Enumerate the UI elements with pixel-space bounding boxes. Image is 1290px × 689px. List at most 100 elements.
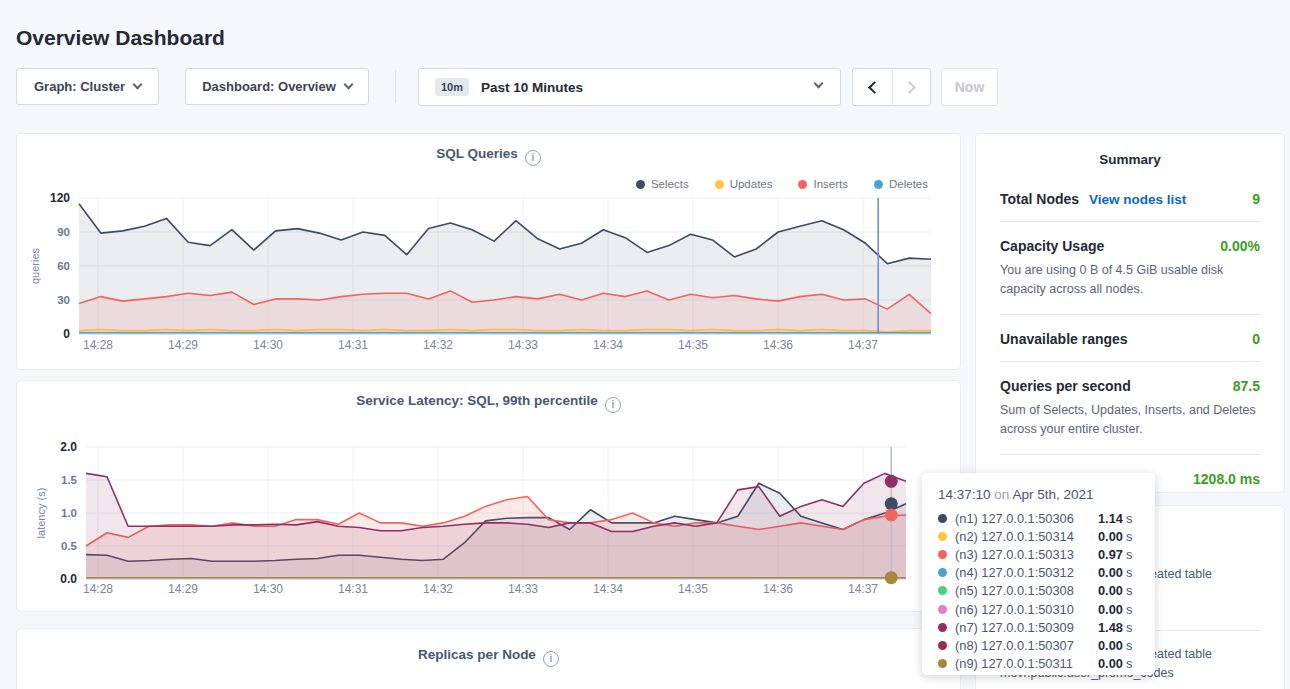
node-color-dot-icon xyxy=(938,659,947,668)
time-range-dropdown[interactable]: 10m Past 10 Minutes xyxy=(418,68,841,106)
summary-row-description: Sum of Selects, Updates, Inserts, and De… xyxy=(1000,401,1260,440)
svg-text:14:35: 14:35 xyxy=(678,582,708,596)
tooltip-node-row: (n9) 127.0.0.1:503110.00s xyxy=(938,655,1141,673)
svg-text:14:29: 14:29 xyxy=(168,582,198,596)
tooltip-node-row: (n1) 127.0.0.1:503061.14s xyxy=(938,509,1141,527)
svg-text:14:36: 14:36 xyxy=(763,338,793,352)
summary-row-label: Unavailable ranges xyxy=(1000,331,1128,347)
svg-text:120: 120 xyxy=(50,191,70,205)
node-latency-value: 0.00 xyxy=(1098,638,1123,653)
sql-queries-chart-plot[interactable]: 030609012014:2814:2914:3014:3114:3214:33… xyxy=(17,134,960,369)
summary-panel: Summary Total Nodes View nodes list 9 Ca… xyxy=(975,133,1285,493)
node-latency-value: 0.00 xyxy=(1098,656,1123,671)
svg-text:0.0: 0.0 xyxy=(60,572,77,586)
time-forward-button[interactable] xyxy=(892,69,931,105)
node-latency-unit: s xyxy=(1126,529,1132,544)
summary-row-value: 0.00% xyxy=(1220,238,1260,254)
node-color-dot-icon xyxy=(938,586,947,595)
summary-row-value: 0 xyxy=(1252,331,1260,347)
svg-text:14:30: 14:30 xyxy=(253,582,283,596)
svg-text:14:28: 14:28 xyxy=(83,338,113,352)
node-address: (n6) 127.0.0.1:50310 xyxy=(955,602,1098,617)
node-address: (n9) 127.0.0.1:50311 xyxy=(955,656,1098,671)
summary-row-total-nodes: Total Nodes View nodes list 9 xyxy=(1000,175,1260,222)
node-latency-unit: s xyxy=(1126,547,1132,562)
page-title: Overview Dashboard xyxy=(16,26,225,50)
info-icon[interactable]: i xyxy=(543,651,559,667)
dashboard-dropdown-label: Dashboard: Overview xyxy=(202,79,336,94)
now-button-label: Now xyxy=(955,79,985,95)
summary-row-description: You are using 0 B of 4.5 GiB usable disk… xyxy=(1000,261,1260,300)
svg-text:2.0: 2.0 xyxy=(60,440,77,454)
now-button[interactable]: Now xyxy=(941,68,998,106)
chevron-left-icon xyxy=(868,81,881,94)
node-color-dot-icon xyxy=(938,568,947,577)
svg-text:1.5: 1.5 xyxy=(61,474,78,486)
node-latency-unit: s xyxy=(1126,511,1132,526)
node-address: (n4) 127.0.0.1:50312 xyxy=(955,565,1098,580)
node-latency-value: 1.14 xyxy=(1098,511,1123,526)
summary-row-queries-per-second: Queries per second 87.5 Sum of Selects, … xyxy=(1000,362,1260,455)
svg-text:90: 90 xyxy=(57,226,70,238)
service-latency-chart-plot[interactable]: 0.00.51.01.52.014:2814:2914:3014:3114:32… xyxy=(17,381,960,611)
tooltip-node-row: (n8) 127.0.0.1:503070.00s xyxy=(938,636,1141,654)
svg-text:14:32: 14:32 xyxy=(423,338,453,352)
summary-row-capacity-usage: Capacity Usage 0.00% You are using 0 B o… xyxy=(1000,222,1260,315)
svg-text:latency (s): latency (s) xyxy=(35,488,47,539)
svg-text:60: 60 xyxy=(57,260,70,272)
svg-text:queries: queries xyxy=(29,247,41,284)
chevron-right-icon xyxy=(903,81,916,94)
svg-text:14:37: 14:37 xyxy=(848,582,878,596)
svg-text:0: 0 xyxy=(63,327,70,341)
graph-dropdown[interactable]: Graph: Cluster xyxy=(16,68,159,105)
svg-text:14:31: 14:31 xyxy=(338,338,368,352)
node-address: (n2) 127.0.0.1:50314 xyxy=(955,529,1098,544)
tooltip-node-row: (n2) 127.0.0.1:503140.00s xyxy=(938,527,1141,545)
view-nodes-list-link[interactable]: View nodes list xyxy=(1089,192,1186,207)
summary-row-value: 9 xyxy=(1252,191,1260,207)
service-latency-chart-card: Service Latency: SQL, 99th percentilei 0… xyxy=(16,380,961,612)
svg-text:14:30: 14:30 xyxy=(253,338,283,352)
sql-queries-chart-card: SQL Queriesi SelectsUpdatesInsertsDelete… xyxy=(16,133,961,370)
divider xyxy=(395,70,396,103)
chevron-down-icon xyxy=(133,80,143,90)
summary-row-value: 87.5 xyxy=(1233,378,1260,394)
tooltip-timestamp: 14:37:10 on Apr 5th, 2021 xyxy=(938,487,1141,502)
svg-text:0.5: 0.5 xyxy=(61,540,78,552)
svg-text:14:34: 14:34 xyxy=(593,582,623,596)
chart-tooltip-rows: (n1) 127.0.0.1:503061.14s(n2) 127.0.0.1:… xyxy=(938,509,1141,673)
svg-text:30: 30 xyxy=(57,294,70,306)
tooltip-node-row: (n3) 127.0.0.1:503130.97s xyxy=(938,545,1141,563)
tooltip-node-row: (n7) 127.0.0.1:503091.48s xyxy=(938,618,1141,636)
tooltip-node-row: (n6) 127.0.0.1:503100.00s xyxy=(938,600,1141,618)
node-address: (n5) 127.0.0.1:50308 xyxy=(955,583,1098,598)
svg-text:14:35: 14:35 xyxy=(678,338,708,352)
node-latency-value: 0.00 xyxy=(1098,602,1123,617)
chevron-down-icon xyxy=(343,80,353,90)
summary-panel-title: Summary xyxy=(976,134,1284,167)
summary-row-label: Queries per second xyxy=(1000,378,1131,394)
svg-text:14:33: 14:33 xyxy=(508,582,538,596)
node-latency-unit: s xyxy=(1126,583,1132,598)
node-color-dot-icon xyxy=(938,532,947,541)
node-latency-unit: s xyxy=(1126,620,1132,635)
node-latency-value: 0.00 xyxy=(1098,583,1123,598)
node-color-dot-icon xyxy=(938,605,947,614)
time-back-button[interactable] xyxy=(853,69,892,105)
node-latency-value: 0.97 xyxy=(1098,547,1123,562)
node-address: (n8) 127.0.0.1:50307 xyxy=(955,638,1098,653)
node-latency-unit: s xyxy=(1126,638,1132,653)
summary-row-unavailable-ranges: Unavailable ranges 0 xyxy=(1000,315,1260,362)
node-latency-unit: s xyxy=(1126,565,1132,580)
dashboard-dropdown[interactable]: Dashboard: Overview xyxy=(185,68,369,105)
svg-text:14:36: 14:36 xyxy=(763,582,793,596)
time-range-badge: 10m xyxy=(435,78,469,96)
summary-row-label: Capacity Usage xyxy=(1000,238,1104,254)
svg-text:14:28: 14:28 xyxy=(83,582,113,596)
chart-hover-tooltip: 14:37:10 on Apr 5th, 2021 (n1) 127.0.0.1… xyxy=(922,473,1155,675)
summary-row-label: Total Nodes xyxy=(1000,191,1079,207)
node-color-dot-icon xyxy=(938,641,947,650)
svg-text:14:32: 14:32 xyxy=(423,582,453,596)
time-step-buttons xyxy=(852,68,931,106)
svg-text:14:37: 14:37 xyxy=(848,338,878,352)
